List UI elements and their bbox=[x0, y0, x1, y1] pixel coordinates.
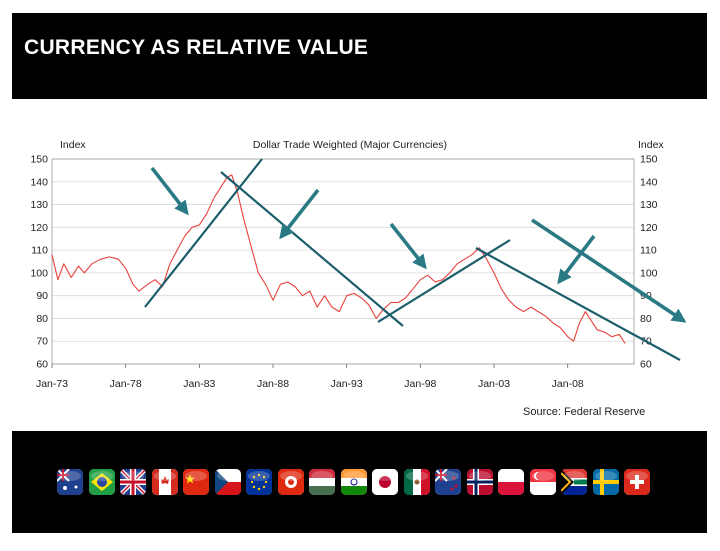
y-tick-label-left: 110 bbox=[31, 245, 48, 257]
axes: 6060707080809090100100110110120120130130… bbox=[30, 154, 657, 391]
japan-flag-icon bbox=[372, 469, 398, 495]
y-tick-label-left: 140 bbox=[30, 176, 48, 188]
chart: Dollar Trade Weighted (Major Currencies)… bbox=[30, 139, 687, 391]
y-tick-label-left: 80 bbox=[36, 313, 48, 325]
poland-flag-icon bbox=[498, 469, 524, 495]
y-tick-label-right: 120 bbox=[640, 222, 658, 234]
southafrica-flag-icon bbox=[561, 469, 587, 495]
trend-line bbox=[377, 239, 511, 323]
y-tick-label-left: 70 bbox=[36, 336, 48, 348]
uk-flag-icon bbox=[120, 469, 146, 495]
title-bar bbox=[12, 13, 707, 99]
trend-line bbox=[475, 247, 681, 361]
y-tick-label-left: 100 bbox=[30, 267, 48, 279]
y-tick-label-right: 80 bbox=[640, 313, 652, 325]
hungary-flag-icon bbox=[309, 469, 335, 495]
x-tick-label: Jan-08 bbox=[552, 378, 584, 390]
y-axis-label-right: Index bbox=[638, 139, 664, 151]
x-tick-label: Jan-93 bbox=[331, 378, 363, 390]
slide-title: CURRENCY AS RELATIVE VALUE bbox=[24, 36, 369, 59]
series bbox=[51, 174, 626, 344]
chart-title: Dollar Trade Weighted (Major Currencies) bbox=[253, 139, 447, 151]
source-note: Source: Federal Reserve bbox=[523, 406, 646, 418]
y-tick-label-right: 100 bbox=[640, 267, 658, 279]
newzealand-flag-icon bbox=[435, 469, 461, 495]
x-tick-label: Jan-83 bbox=[183, 378, 215, 390]
brazil-flag-icon bbox=[88, 469, 115, 495]
mexico-flag-icon bbox=[403, 469, 430, 495]
y-tick-label-left: 60 bbox=[36, 359, 48, 371]
sweden-flag-icon bbox=[592, 469, 619, 495]
trend-line bbox=[144, 158, 263, 308]
plot-frame bbox=[51, 158, 635, 365]
y-tick-label-left: 90 bbox=[36, 290, 48, 302]
trend-arrow bbox=[389, 222, 427, 270]
grid bbox=[52, 158, 634, 365]
singapore-flag-icon bbox=[529, 469, 556, 495]
y-tick-label-left: 150 bbox=[30, 154, 48, 166]
trend-arrow bbox=[531, 218, 687, 323]
trend-line bbox=[220, 171, 404, 327]
switzerland-flag-icon bbox=[624, 469, 650, 495]
china-flag-icon bbox=[183, 469, 209, 495]
series-line bbox=[51, 174, 626, 344]
india-flag-icon bbox=[340, 469, 367, 495]
x-tick-label: Jan-98 bbox=[404, 378, 436, 390]
czech-flag-icon bbox=[214, 469, 241, 495]
y-tick-label-left: 120 bbox=[30, 222, 48, 234]
trend-arrow bbox=[279, 188, 320, 240]
x-tick-label: Jan-88 bbox=[257, 378, 289, 390]
y-tick-label-left: 130 bbox=[30, 199, 48, 211]
australia-flag-icon bbox=[57, 469, 83, 495]
y-tick-label-right: 150 bbox=[640, 154, 658, 166]
y-tick-label-right: 130 bbox=[640, 199, 658, 211]
eu-flag-icon bbox=[246, 469, 272, 495]
canada-flag-icon bbox=[151, 469, 178, 495]
hongkong-flag-icon bbox=[277, 469, 304, 495]
x-tick-label: Jan-03 bbox=[478, 378, 510, 390]
y-tick-label-right: 140 bbox=[640, 176, 658, 188]
trend-arrow bbox=[557, 234, 596, 285]
norway-flag-icon bbox=[466, 469, 493, 495]
trend-arrow bbox=[150, 166, 189, 216]
annotations bbox=[144, 158, 687, 361]
y-tick-label-right: 110 bbox=[640, 245, 657, 257]
flag-row bbox=[57, 469, 650, 495]
y-axis-label-left: Index bbox=[60, 139, 86, 151]
x-tick-label: Jan-78 bbox=[110, 378, 142, 390]
x-tick-label: Jan-73 bbox=[36, 378, 68, 390]
y-tick-label-right: 60 bbox=[640, 359, 652, 371]
